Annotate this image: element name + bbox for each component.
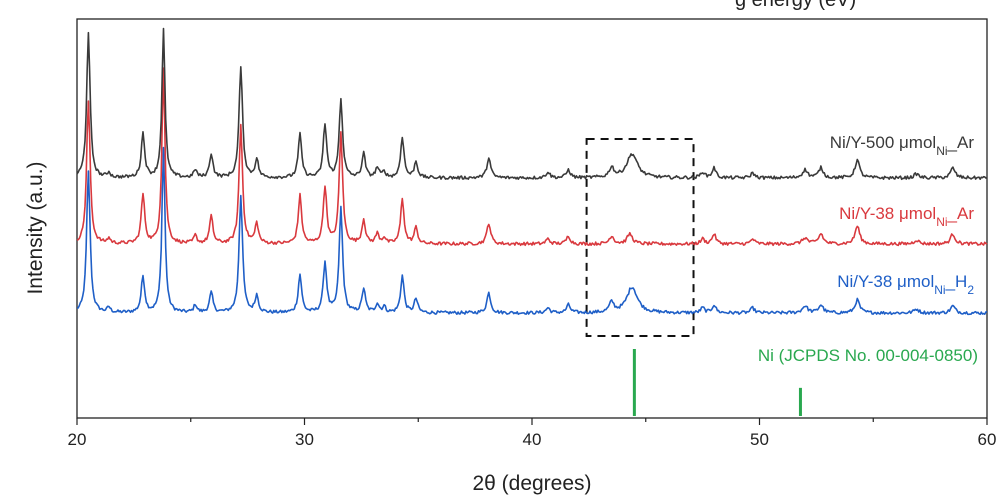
x-tick-label: 30 <box>295 430 314 449</box>
x-tick-label: 50 <box>750 430 769 449</box>
series-line-1 <box>76 146 988 316</box>
reference-lines <box>632 349 802 416</box>
series-line-2 <box>76 67 988 247</box>
x-tick-label: 20 <box>68 430 87 449</box>
top-text-fragment: g energy (eV) <box>735 0 856 11</box>
highlight-box <box>585 138 695 337</box>
series-label-1: Ni/Y-38 μmolNi_H2 <box>837 272 974 297</box>
x-axis-ticks: 20 30 40 50 60 <box>68 418 997 449</box>
y-axis-title: Intensity (a.u.) <box>24 161 47 294</box>
series-group <box>76 27 988 316</box>
series-labels: Ni/Y-38 μmolNi_H2 Ni/Y-38 μmolNi_Ar Ni/Y-5… <box>758 133 978 365</box>
reference-label: Ni (JCPDS No. 00-004-0850) <box>758 346 978 365</box>
x-tick-label: 60 <box>978 430 997 449</box>
series-label-3: Ni/Y-500 μmolNi_Ar <box>830 133 975 158</box>
series-label-2: Ni/Y-38 μmolNi_Ar <box>839 204 974 229</box>
series-line-3 <box>76 27 988 181</box>
x-tick-label: 40 <box>523 430 542 449</box>
highlight-box-group <box>585 138 695 337</box>
x-axis-title: 2θ (degrees) <box>472 472 591 495</box>
